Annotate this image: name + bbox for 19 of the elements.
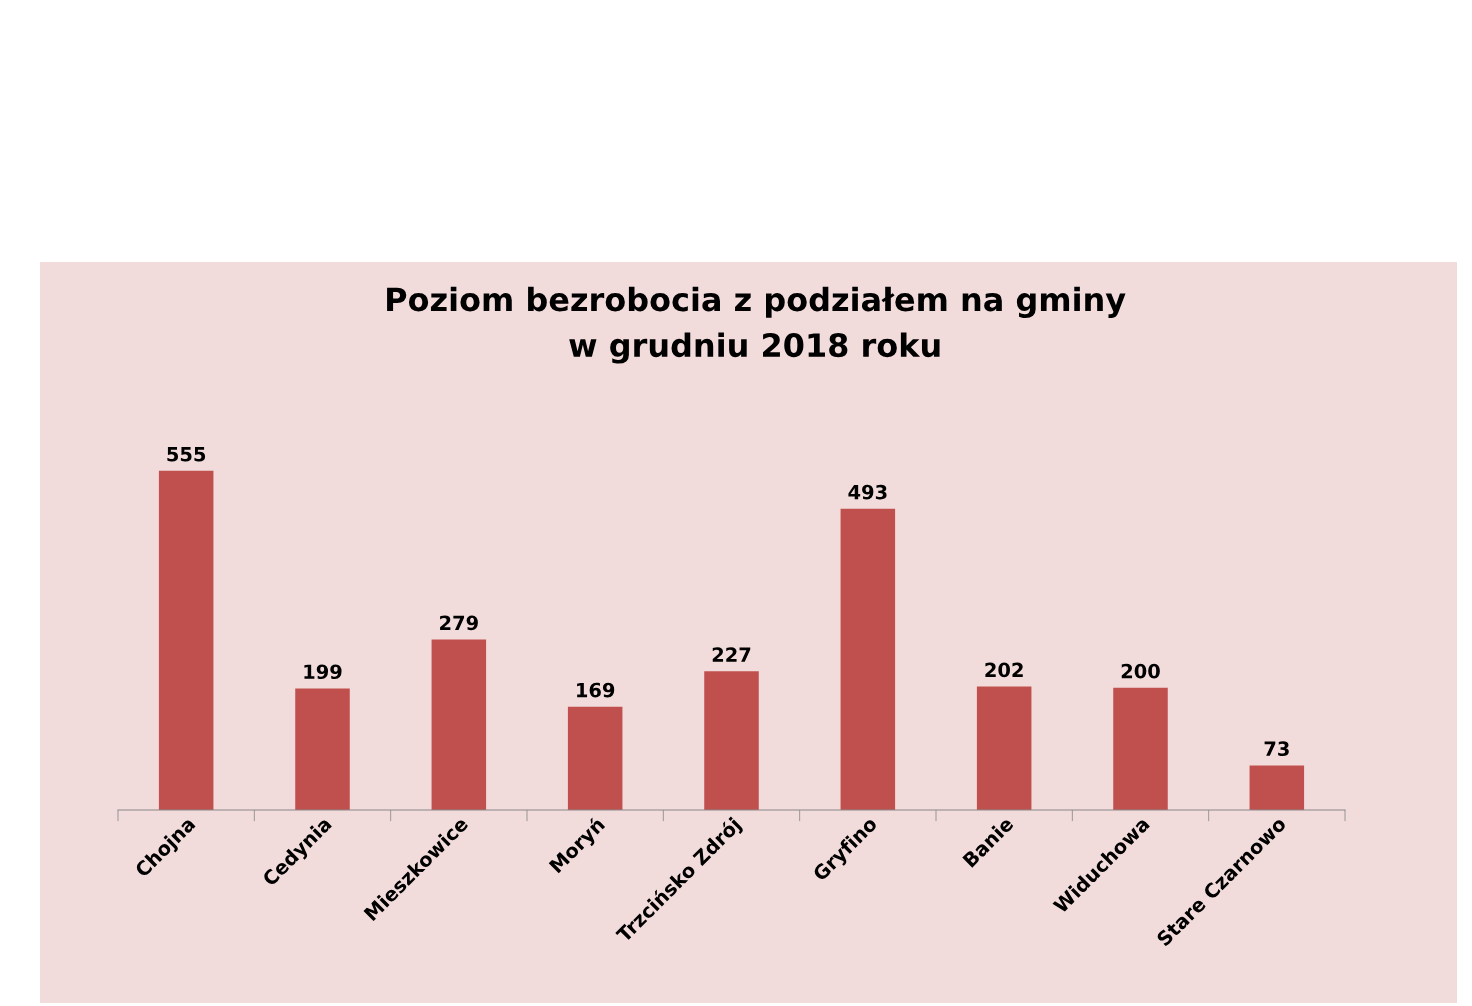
data-label: 227 — [712, 647, 751, 662]
bar — [1249, 765, 1305, 810]
bar — [976, 686, 1032, 810]
bar — [295, 688, 350, 810]
data-label: 202 — [985, 662, 1023, 678]
bar — [431, 639, 487, 810]
data-label: 555 — [167, 447, 206, 462]
data-label: 169 — [577, 682, 615, 698]
data-label: 279 — [440, 615, 478, 631]
data-label: 200 — [1121, 663, 1160, 679]
bar — [567, 706, 623, 810]
data-label: 199 — [304, 664, 342, 680]
bar — [1113, 687, 1168, 810]
bar — [158, 470, 214, 810]
bar — [840, 508, 896, 810]
data-label: 73 — [1264, 741, 1289, 757]
chart-title: Poziom bezrobocia z podziałem na gminy w grudniu 2018 roku — [387, 286, 1126, 364]
data-label: 493 — [848, 484, 887, 500]
bar — [704, 671, 759, 810]
